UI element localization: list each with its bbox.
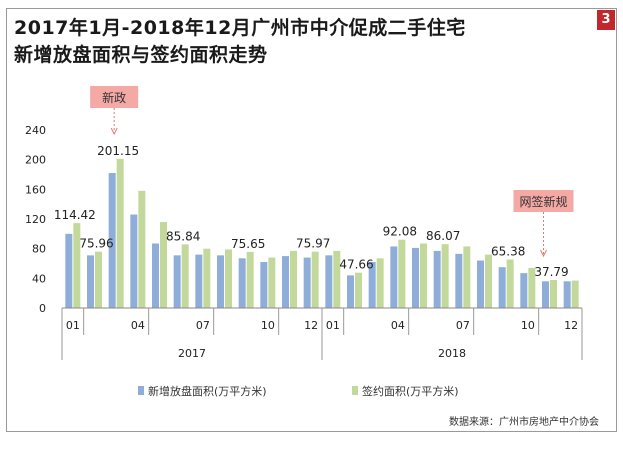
- bar-listing: [433, 250, 441, 308]
- y-tick-label: 120: [25, 213, 46, 226]
- bar-signed: [333, 250, 341, 308]
- bar-listing: [260, 262, 268, 308]
- bar-signed: [246, 251, 254, 308]
- annotation-label: 新政: [102, 90, 126, 105]
- year-label: 2017: [178, 347, 206, 360]
- bar-signed: [268, 257, 276, 308]
- month-label: 01: [326, 319, 340, 332]
- bar-signed: [441, 244, 449, 308]
- bar-signed: [95, 251, 102, 308]
- bar-listing: [282, 256, 289, 308]
- bar-signed: [138, 190, 146, 308]
- bar-listing: [412, 247, 419, 308]
- data-label: 86.07: [426, 229, 460, 243]
- bar-signed: [398, 239, 406, 308]
- bar-signed: [181, 244, 189, 308]
- bar-listing: [390, 246, 398, 308]
- month-label: 07: [456, 319, 470, 332]
- bar-signed: [420, 243, 427, 308]
- y-tick-label: 0: [39, 302, 46, 315]
- bar-signed: [116, 158, 124, 308]
- month-label: 01: [66, 319, 80, 332]
- bar-listing: [108, 173, 116, 308]
- month-label: 12: [564, 319, 578, 332]
- bar-signed: [311, 251, 319, 308]
- page-number-badge: 3: [597, 10, 615, 30]
- bar-listing: [217, 255, 224, 308]
- y-tick-label: 160: [25, 183, 46, 196]
- bar-listing: [130, 214, 138, 308]
- bar-listing: [325, 255, 333, 308]
- data-label: 37.79: [534, 265, 568, 279]
- chart-frame: [6, 8, 617, 432]
- bar-listing: [563, 281, 571, 308]
- bar-signed: [550, 279, 557, 308]
- month-label: 10: [521, 319, 535, 332]
- bar-signed: [571, 280, 579, 308]
- month-label: 07: [196, 319, 210, 332]
- month-label: 12: [304, 319, 318, 332]
- legend-label-signed: 签约面积(万平方米): [362, 384, 459, 398]
- data-label: 114.42: [54, 208, 96, 222]
- chart-title-line-1: 2017年1月-2018年12月广州市中介促成二手住宅: [14, 17, 466, 39]
- bar-signed: [73, 223, 81, 308]
- data-source-note: 数据来源：广州市房地产中介协会: [449, 417, 599, 428]
- bar-listing: [173, 255, 181, 308]
- bar-signed: [463, 246, 471, 308]
- data-label: 85.84: [166, 229, 200, 243]
- bar-signed: [506, 259, 514, 308]
- bar-listing: [520, 273, 528, 308]
- legend-swatch-signed: [352, 386, 358, 395]
- bar-signed: [290, 250, 297, 308]
- data-label: 75.97: [296, 237, 330, 251]
- bar-listing: [542, 281, 549, 308]
- bar-listing: [347, 275, 354, 308]
- bar-listing: [477, 260, 484, 308]
- y-tick-label: 200: [25, 154, 46, 167]
- data-label: 47.66: [339, 258, 373, 272]
- annotation-box: [90, 86, 139, 108]
- year-label: 2018: [438, 347, 466, 360]
- data-label: 92.08: [383, 225, 417, 239]
- y-tick-label: 240: [25, 124, 46, 137]
- bar-signed: [376, 258, 384, 308]
- bar-signed: [203, 248, 211, 308]
- month-label: 04: [131, 319, 145, 332]
- data-label: 65.38: [491, 245, 525, 259]
- bar-listing: [498, 267, 506, 308]
- month-label: 10: [261, 319, 275, 332]
- data-label: 75.65: [231, 237, 265, 251]
- bar-listing: [87, 255, 94, 308]
- month-label: 04: [391, 319, 405, 332]
- legend-label-listing: 新增放盘面积(万平方米): [148, 384, 267, 398]
- annotation-box: [513, 190, 574, 212]
- y-tick-label: 80: [32, 243, 46, 256]
- data-label: 75.96: [79, 237, 113, 251]
- bar-listing: [455, 253, 463, 308]
- data-label: 201.15: [97, 144, 139, 158]
- bar-signed: [485, 254, 492, 308]
- chart-title-line-2: 新增放盘面积与签约面积走势: [14, 44, 268, 66]
- bar-signed: [528, 267, 536, 308]
- bar-listing: [368, 262, 376, 308]
- bar-signed: [225, 249, 232, 308]
- bar-listing: [152, 243, 159, 308]
- bar-listing: [195, 254, 203, 308]
- annotation-arrowhead: [110, 127, 118, 136]
- bar-signed: [160, 221, 167, 308]
- bar-signed: [355, 272, 362, 308]
- bar-listing: [238, 258, 246, 308]
- legend-swatch-listing: [138, 386, 144, 395]
- annotation-arrowhead: [540, 249, 547, 258]
- bar-listing: [65, 233, 73, 308]
- annotation-label: 网签新规: [519, 194, 567, 209]
- bar-listing: [303, 257, 311, 308]
- y-tick-label: 40: [32, 272, 46, 285]
